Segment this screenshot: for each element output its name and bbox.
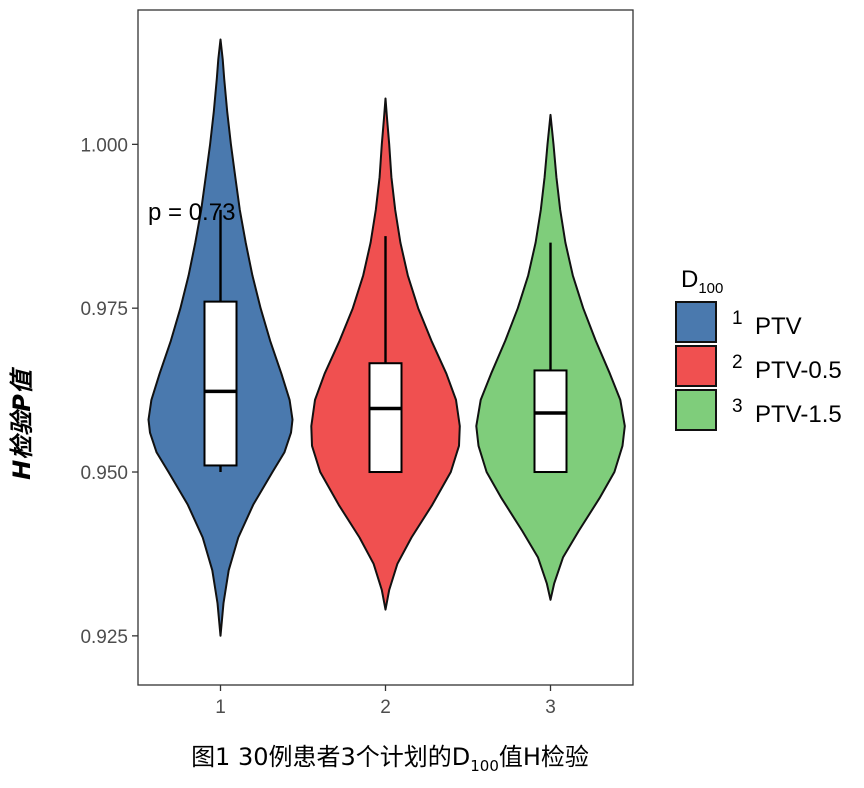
caption-prefix: 图1 30例患者3个计划的D <box>191 743 470 771</box>
legend-label-3: PTV-1.5 <box>755 401 842 428</box>
box-3 <box>533 369 568 474</box>
legend-title-subscript: 100 <box>698 280 723 297</box>
caption-suffix: 值H检验 <box>499 743 589 771</box>
x-tick-label: 3 <box>545 697 556 718</box>
legend: D100 1 PTV 2 PTV-0.5 3 PTV-1.5 <box>675 266 842 431</box>
y-tick-label: 0.975 <box>80 299 128 320</box>
legend-swatch-1 <box>675 301 717 343</box>
x-tick-label: 1 <box>215 697 226 718</box>
box-2 <box>368 362 403 474</box>
axes: 0.925 0.950 0.975 1.000 1 2 3 <box>80 135 555 718</box>
x-tick-label: 2 <box>380 697 391 718</box>
y-tick-label: 0.950 <box>80 463 128 484</box>
legend-swatch-2 <box>675 345 717 387</box>
legend-key-3: 3 <box>732 396 743 417</box>
p-value-annotation: p = 0.73 <box>148 199 235 226</box>
y-tick-label: 1.000 <box>80 135 128 156</box>
legend-swatch-3 <box>675 389 717 431</box>
legend-key-1: 1 <box>732 308 743 329</box>
box-1 <box>203 300 238 467</box>
plot-area <box>147 38 626 637</box>
legend-label-1: PTV <box>755 313 802 340</box>
y-tick-label: 0.925 <box>80 627 128 648</box>
caption-subscript: 100 <box>470 757 499 775</box>
figure-caption: 图1 30例患者3个计划的D100值H检验 <box>191 743 589 775</box>
y-axis-label: H检验P值 <box>8 366 36 480</box>
legend-key-2: 2 <box>732 352 743 373</box>
legend-title-main: D <box>681 266 698 293</box>
legend-items: 1 PTV 2 PTV-0.5 3 PTV-1.5 <box>675 301 842 431</box>
legend-title: D100 <box>681 266 723 297</box>
legend-label-2: PTV-0.5 <box>755 357 842 384</box>
